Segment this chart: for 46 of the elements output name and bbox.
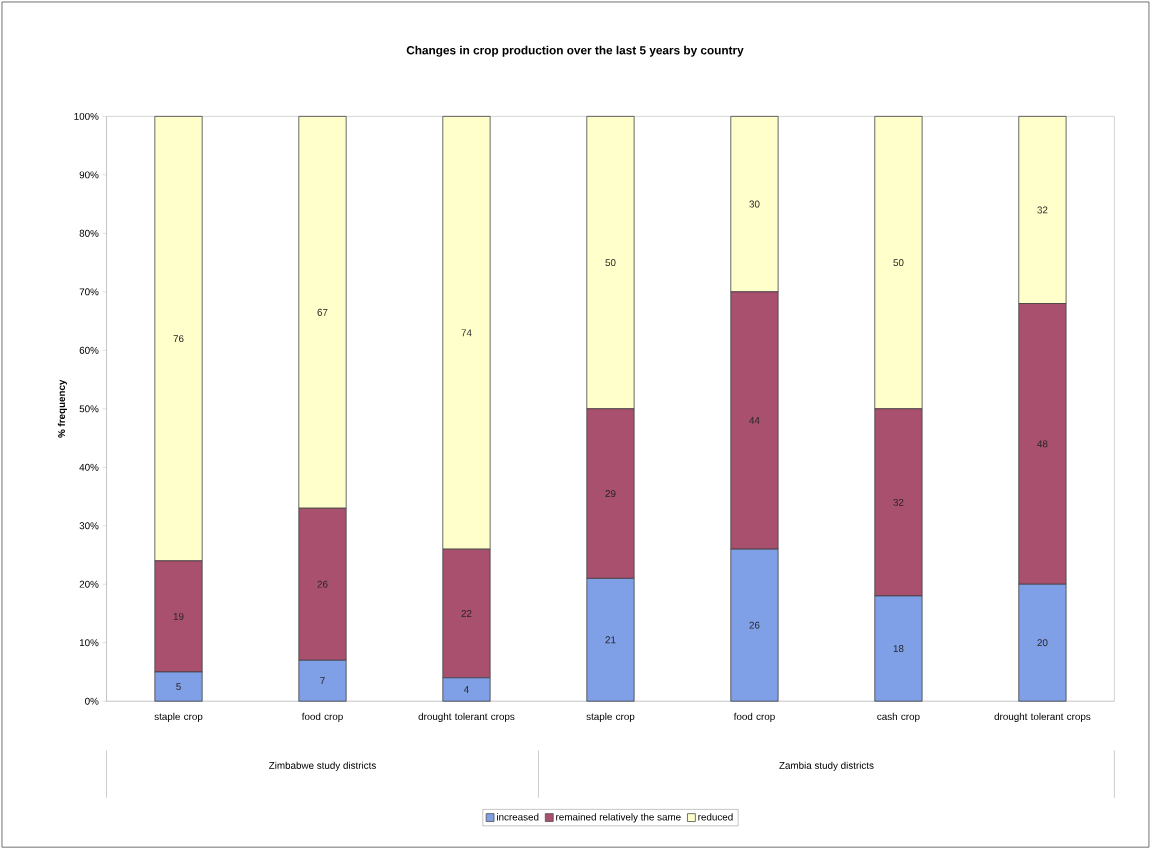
x-tick-label: staple crop bbox=[154, 712, 203, 722]
y-tick-label: 90% bbox=[79, 171, 99, 179]
data-label: 50 bbox=[605, 259, 616, 266]
data-label: 26 bbox=[749, 621, 760, 629]
data-label: 44 bbox=[749, 417, 760, 424]
data-label: 32 bbox=[1037, 206, 1048, 214]
data-label: 19 bbox=[173, 612, 184, 620]
y-tick-label: 70% bbox=[79, 288, 99, 296]
data-label: 76 bbox=[173, 335, 184, 343]
x-tick-label: staple crop bbox=[586, 712, 635, 722]
data-label: 48 bbox=[1037, 440, 1048, 448]
legend-label: increased bbox=[497, 813, 539, 821]
data-label: 5 bbox=[176, 683, 181, 690]
y-tick-label: 20% bbox=[79, 580, 99, 588]
data-label: 18 bbox=[893, 645, 904, 652]
data-label: 20 bbox=[1037, 639, 1048, 647]
y-tick-label: 60% bbox=[79, 346, 99, 354]
y-tick-label: 40% bbox=[79, 463, 99, 471]
y-tick-label: 0% bbox=[85, 697, 99, 705]
data-label: 74 bbox=[461, 329, 472, 337]
x-tick-label: drought tolerant crops bbox=[418, 712, 515, 722]
x-tick-label: food crop bbox=[733, 712, 775, 722]
data-label: 22 bbox=[461, 609, 472, 617]
y-axis-title: % frequency bbox=[57, 379, 67, 438]
y-tick-label: 50% bbox=[79, 405, 99, 413]
x-tick-label: food crop bbox=[301, 712, 343, 722]
data-label: 26 bbox=[317, 580, 328, 588]
text: Zimbabwe study districts bbox=[269, 761, 376, 771]
y-tick-label: 100% bbox=[74, 112, 99, 120]
data-label: 32 bbox=[893, 498, 904, 506]
data-label: 21 bbox=[605, 636, 616, 644]
x-tick-label: cash crop bbox=[877, 712, 920, 722]
data-label: 4 bbox=[463, 686, 469, 693]
data-label: 30 bbox=[749, 200, 760, 208]
y-tick-label: 30% bbox=[79, 522, 99, 530]
data-label: 50 bbox=[893, 259, 904, 266]
legend-label: reduced bbox=[698, 813, 733, 821]
chart-title: Changes in crop production over the last 5 years by country bbox=[406, 45, 744, 57]
data-label: 29 bbox=[605, 490, 616, 497]
legend-label: remained relatively the same bbox=[556, 813, 681, 823]
text: Zambia study districts bbox=[779, 761, 874, 771]
x-tick-label: drought tolerant crops bbox=[994, 712, 1091, 722]
y-tick-label: 80% bbox=[79, 229, 99, 237]
data-label: 67 bbox=[317, 308, 328, 316]
y-tick-label: 10% bbox=[79, 639, 99, 647]
data-label: 7 bbox=[320, 677, 325, 685]
